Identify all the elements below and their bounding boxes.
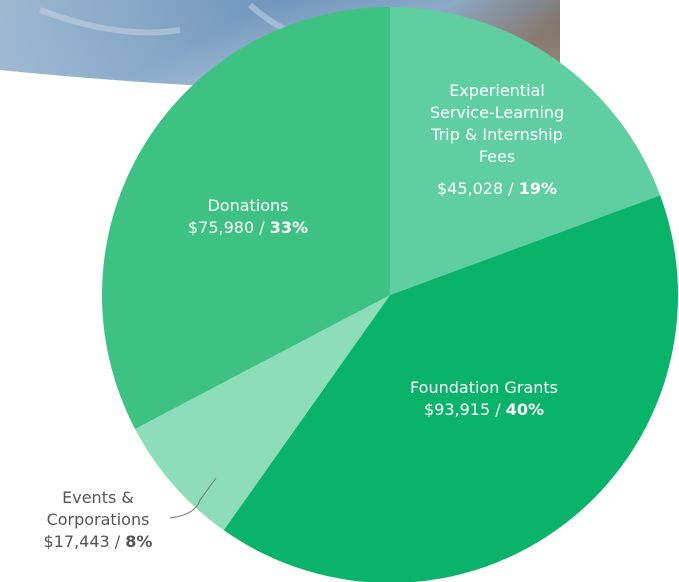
pie-slice <box>390 7 661 295</box>
value-line: $45,028 / 19% <box>415 178 580 200</box>
slice-label: Events & Corporations $17,443 / 8% <box>33 487 163 553</box>
separator: / <box>259 218 265 237</box>
category-label: Experiential Service-Learning Trip & Int… <box>429 81 565 166</box>
pie-slice <box>102 7 390 429</box>
pie <box>102 7 678 582</box>
leader-line <box>169 477 217 519</box>
value-label: $93,915 <box>423 400 491 419</box>
value-line: $93,915 / 40% <box>374 399 594 421</box>
percent-label: 40% <box>505 400 545 419</box>
category-label: Foundation Grants <box>410 378 558 397</box>
value-line: $17,443 / 8% <box>33 531 163 553</box>
value-label: $75,980 <box>187 218 255 237</box>
percent-label: 33% <box>269 218 309 237</box>
value-label: $17,443 <box>43 532 110 551</box>
slice-label: Experiential Service-Learning Trip & Int… <box>415 80 580 200</box>
pie-slice <box>223 195 678 582</box>
value-label: $45,028 <box>436 179 504 198</box>
separator: / <box>114 532 121 551</box>
percent-label: 8% <box>125 532 153 551</box>
separator: / <box>508 179 514 198</box>
percent-label: 19% <box>518 179 558 198</box>
category-label: Donations <box>207 196 289 215</box>
category-label: Events & Corporations <box>46 488 150 529</box>
slice-label: Foundation Grants $93,915 / 40% <box>374 377 594 421</box>
pie-slice <box>135 295 390 531</box>
separator: / <box>495 400 501 419</box>
value-line: $75,980 / 33% <box>148 217 348 239</box>
slice-label: Donations $75,980 / 33% <box>148 195 348 239</box>
